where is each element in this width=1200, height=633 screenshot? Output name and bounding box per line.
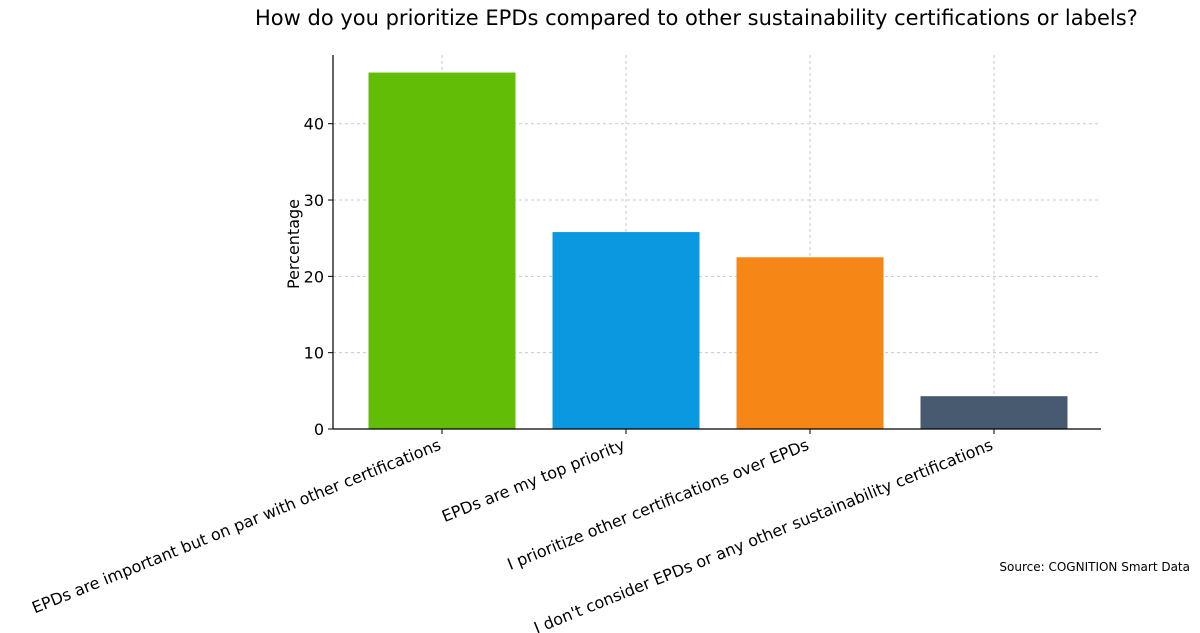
y-tick-label: 0 <box>314 420 324 439</box>
bars <box>368 72 1068 429</box>
bar <box>736 257 884 429</box>
source-note: Source: COGNITION Smart Data <box>999 560 1190 574</box>
y-tick-label: 40 <box>304 115 324 134</box>
y-axis-label: Percentage <box>284 199 303 289</box>
x-tick-label: EPDs are my top priority <box>439 435 628 526</box>
axes <box>328 55 1101 434</box>
y-tick-label: 10 <box>304 344 324 363</box>
y-tick-label: 30 <box>304 191 324 210</box>
bar <box>920 396 1068 429</box>
bar <box>368 72 516 429</box>
x-tick-label: I prioritize other certifications over E… <box>505 435 812 574</box>
y-tick-label: 20 <box>304 267 324 286</box>
chart-title: How do you prioritize EPDs compared to o… <box>255 6 1138 30</box>
x-tick-label: EPDs are important but on par with other… <box>29 435 443 617</box>
bar <box>552 232 700 429</box>
